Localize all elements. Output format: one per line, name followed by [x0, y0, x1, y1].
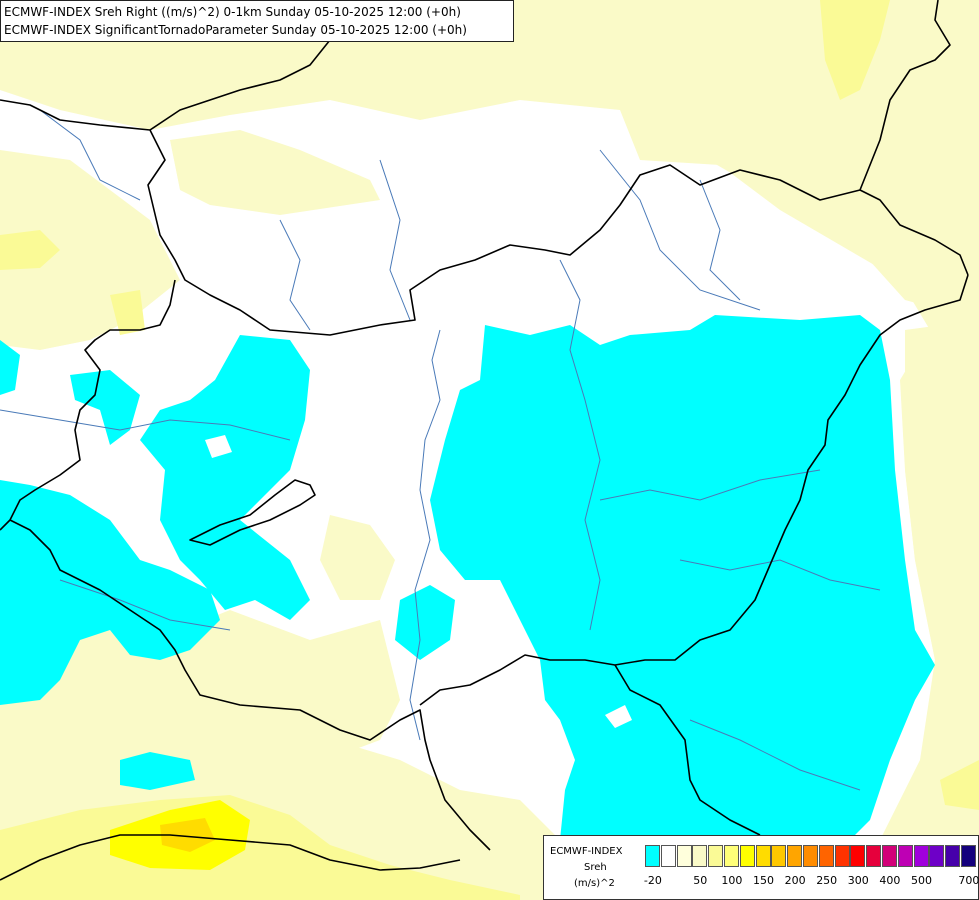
legend-unit-label: (m/s)^2: [574, 878, 615, 889]
legend-swatch: [834, 845, 850, 867]
header-line-1: ECMWF-INDEX Sreh Right ((m/s)^2) 0-1km S…: [4, 5, 461, 19]
legend-swatch: [897, 845, 913, 867]
legend-swatch: [771, 845, 787, 867]
white-hole-central: [205, 435, 232, 458]
legend-tick-label: 50: [693, 874, 708, 887]
cyan-zone-east: [430, 315, 935, 840]
yellow-hotspot-south-core: [160, 818, 215, 852]
river-6: [599, 149, 761, 311]
river-7: [279, 219, 311, 331]
river-1: [409, 329, 441, 741]
legend-swatch: [692, 845, 708, 867]
light-yellow-east: [940, 760, 979, 810]
legend-swatch: [913, 845, 929, 867]
river-5: [679, 559, 881, 591]
legend-tick-label: 100: [721, 874, 743, 887]
legend-tick-label: 700: [958, 874, 979, 887]
legend-tick-label: 400: [879, 874, 901, 887]
river-2: [0, 409, 291, 441]
legend-swatch: [866, 845, 882, 867]
border-lake: [189, 479, 316, 546]
legend-swatch: [929, 845, 945, 867]
legend-swatch: [818, 845, 834, 867]
border-east: [419, 274, 969, 706]
river-8: [39, 109, 141, 201]
river-4: [599, 469, 821, 501]
border-west: [0, 279, 176, 531]
cyan-zone-southwest: [0, 480, 220, 705]
country-borders: [0, 0, 969, 881]
border-south: [0, 834, 461, 881]
cyan-zone-northwest: [70, 370, 140, 445]
border-north: [0, 99, 969, 336]
light-yellow-west: [0, 230, 60, 270]
river-3: [559, 259, 601, 631]
light-yellow-west-small: [110, 290, 145, 335]
legend-swatch: [945, 845, 961, 867]
river-11: [379, 159, 411, 321]
legend-parameter-label: Sreh: [584, 862, 607, 873]
legend-swatch: [676, 845, 692, 867]
legend-model-label: ECMWF-INDEX: [550, 846, 623, 857]
legend-tick-label: -20: [643, 874, 662, 887]
color-legend: ECMWF-INDEX Sreh (m/s)^2 -20 50 100 150 200 2…: [543, 835, 979, 900]
legend-tick-label: 200: [784, 874, 806, 887]
white-hole-in-cyan: [605, 705, 632, 728]
border-southeast: [614, 664, 761, 836]
cyan-zone-south-small: [120, 752, 195, 790]
map-header: ECMWF-INDEX Sreh Right ((m/s)^2) 0-1km S…: [0, 0, 514, 42]
yellow-zone-center-patch: [320, 515, 395, 600]
yellow-zone-north: [170, 130, 380, 215]
legend-tick-label: 150: [753, 874, 774, 887]
rivers: [0, 109, 881, 791]
yellow-zone-northeast: [640, 90, 979, 320]
legend-swatch: [645, 845, 660, 867]
river-12: [699, 179, 741, 301]
light-yellow-north: [820, 0, 890, 100]
legend-swatch: [882, 845, 897, 867]
legend-tick-label: 500: [911, 874, 932, 887]
river-10: [59, 579, 231, 631]
header-line-2: ECMWF-INDEX SignificantTornadoParameter …: [4, 23, 467, 37]
legend-swatch: [803, 845, 818, 867]
legend-swatch: [739, 845, 755, 867]
legend-swatch: [961, 845, 976, 867]
cyan-zone-west: [0, 340, 20, 395]
legend-tick-label: 300: [847, 874, 869, 887]
yellow-zone-east: [905, 320, 979, 840]
legend-swatch: [724, 845, 739, 867]
border-southwest: [9, 519, 491, 851]
legend-swatch: [660, 845, 676, 867]
legend-swatch: [708, 845, 724, 867]
cyan-zone-central: [140, 335, 310, 620]
river-9: [689, 719, 861, 791]
legend-swatch: [787, 845, 803, 867]
border-northeast: [859, 0, 951, 191]
legend-swatch: [850, 845, 866, 867]
light-yellow-south: [0, 795, 520, 900]
legend-swatch: [755, 845, 771, 867]
legend-tick-label: 250: [816, 874, 838, 887]
cyan-zone-center-small: [395, 585, 455, 660]
